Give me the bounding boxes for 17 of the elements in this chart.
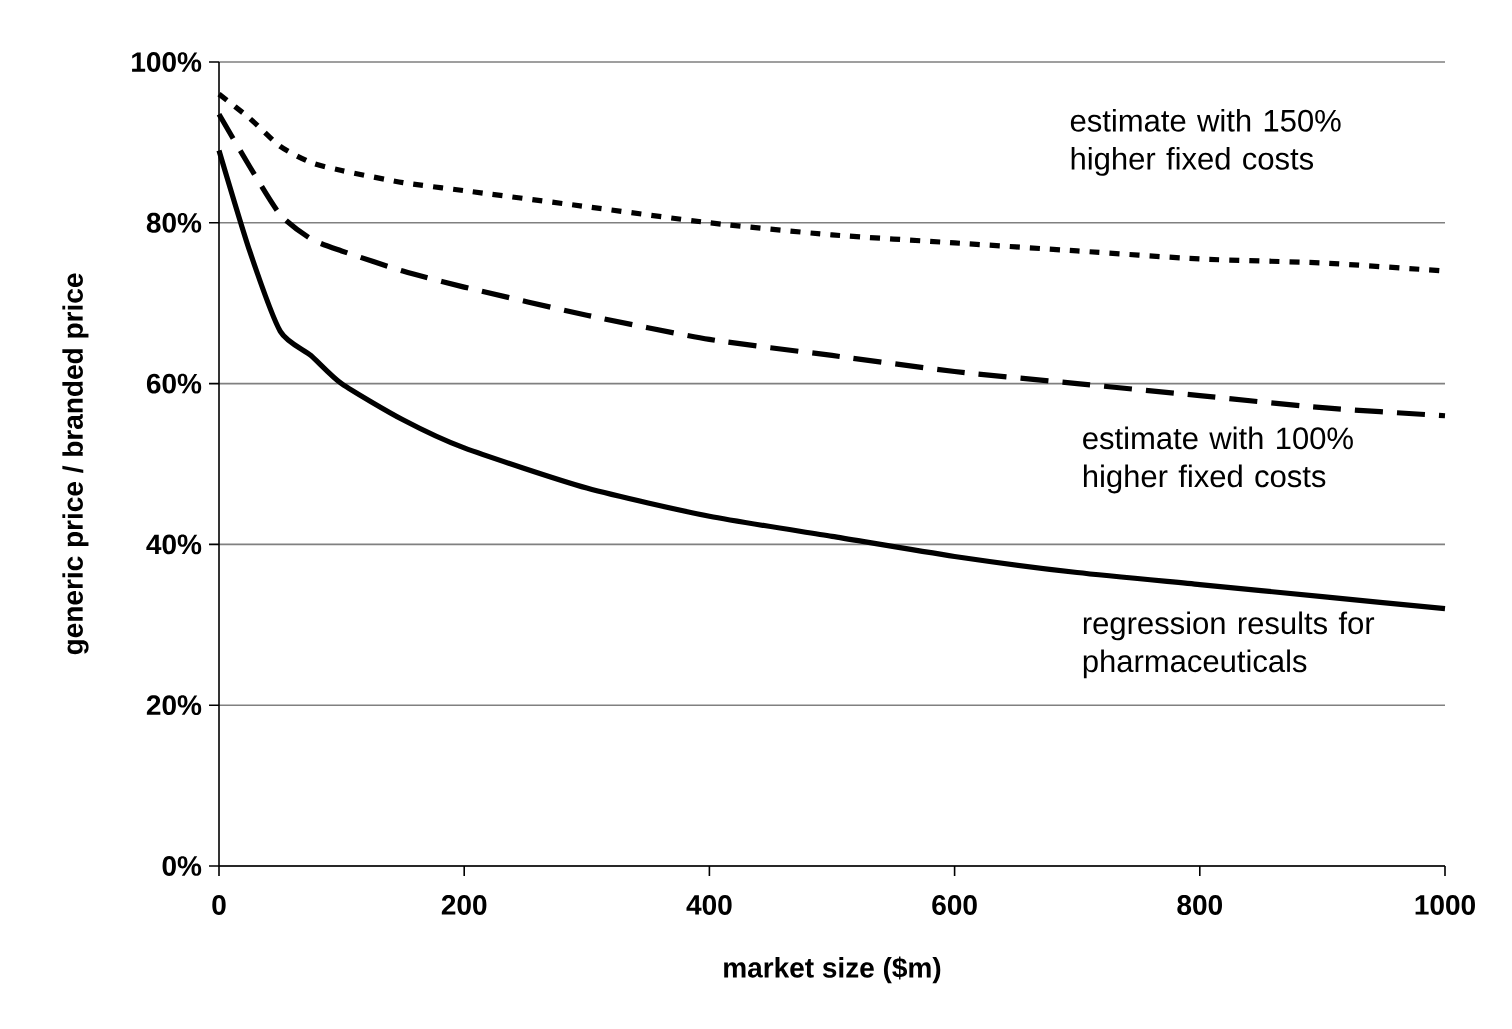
x-tick-label: 1000 — [1415, 895, 1475, 915]
y-tick-label: 40% — [146, 534, 202, 555]
annotation: estimate with 100% higher fixed costs — [1083, 426, 1353, 494]
annotation: regression results for pharmaceuticals — [1083, 611, 1375, 679]
y-tick-label: 60% — [146, 373, 202, 394]
x-tick-label: 400 — [686, 895, 732, 915]
x-tick-label: 800 — [1177, 895, 1222, 915]
x-tick-label: 0 — [212, 895, 226, 915]
y-tick-label: 100% — [132, 52, 202, 72]
x-axis-title: market size ($m) — [724, 956, 941, 984]
y-tick-label: 20% — [146, 695, 202, 716]
x-tick-label: 200 — [441, 895, 487, 915]
x-tick-label: 600 — [932, 895, 977, 915]
y-tick-label: 80% — [146, 212, 202, 233]
y-tick-label: 0% — [162, 856, 202, 876]
annotation: estimate with 150% higher fixed costs — [1070, 108, 1341, 176]
y-axis-title: generic price / branded price — [62, 273, 89, 655]
